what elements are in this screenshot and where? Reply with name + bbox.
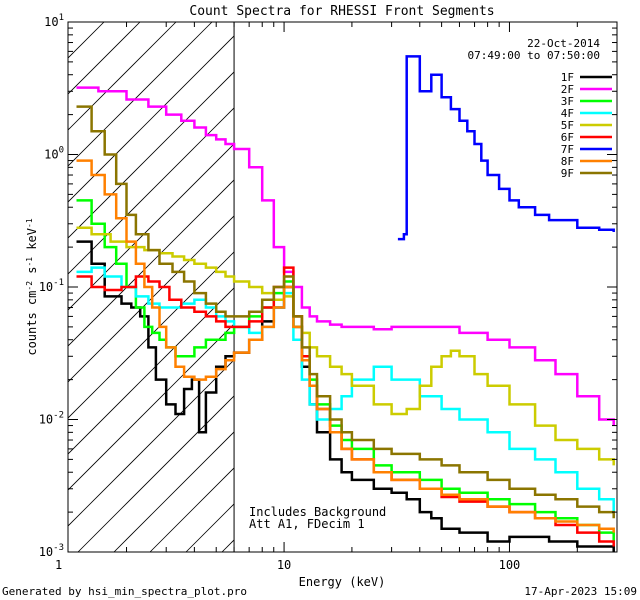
- x-tick-label: 100: [499, 558, 521, 572]
- x-tick-label: 10: [277, 558, 291, 572]
- y-tick-labels: 10-3 10-2 10-1 100 101: [39, 13, 64, 559]
- legend-label-1f: 1F: [561, 71, 574, 84]
- series-line-4f: [76, 266, 615, 513]
- axis-ticks: [68, 22, 618, 553]
- y-tick-label: 10-3: [39, 543, 64, 559]
- hatch-line: [68, 22, 213, 167]
- y-tick-label: 10-2: [39, 411, 64, 427]
- series-line-5f: [76, 226, 615, 466]
- series-line-9f: [76, 105, 615, 519]
- chart-title: Count Spectra for RHESSI Front Segments: [189, 4, 494, 19]
- hatch-line: [68, 323, 235, 491]
- hatch-line: [68, 22, 177, 131]
- legend-label-4f: 4F: [561, 107, 574, 120]
- series-line-7f: [397, 55, 615, 241]
- hatch-line: [68, 107, 235, 275]
- x-tick-label: 1: [55, 558, 62, 572]
- legend-label-5f: 5F: [561, 119, 574, 132]
- legend-label-3f: 3F: [561, 95, 574, 108]
- series-line-8f: [76, 159, 615, 533]
- hatch-line: [68, 359, 235, 527]
- legend-label-6f: 6F: [561, 131, 574, 144]
- hatch-line: [68, 215, 235, 383]
- legend-label-2f: 2F: [561, 83, 574, 96]
- legend-label-7f: 7F: [561, 143, 574, 156]
- legend-label-9f: 9F: [561, 167, 574, 180]
- y-tick-label: 100: [44, 146, 64, 162]
- date-label: 22-Oct-2014: [527, 37, 600, 50]
- x-tick-labels: 1 10 100: [55, 558, 520, 572]
- annotation-background: Includes Background: [249, 505, 386, 519]
- hatch-line: [113, 431, 235, 552]
- time-range-label: 07:49:00 to 07:50:00: [468, 49, 600, 62]
- footer-generated-by: Generated by hsi_min_spectra_plot.pro: [2, 585, 247, 598]
- hatch-line: [68, 35, 235, 203]
- legend-label-8f: 8F: [561, 155, 574, 168]
- series-line-2f: [76, 86, 615, 426]
- footer-timestamp: 17-Apr-2023 15:09: [524, 585, 637, 598]
- hatch-line: [77, 395, 235, 552]
- hatch-line: [68, 251, 235, 419]
- y-tick-label: 101: [44, 13, 64, 29]
- hatch-line: [68, 71, 235, 239]
- series-lines: [76, 55, 615, 552]
- x-axis-label: Energy (keV): [299, 575, 386, 589]
- y-tick-label: 10-1: [39, 278, 64, 294]
- annotation-attenuator: Att A1, FDecim 1: [249, 517, 365, 531]
- y-axis-label: counts cm-2 s-1 keV-1: [25, 218, 39, 355]
